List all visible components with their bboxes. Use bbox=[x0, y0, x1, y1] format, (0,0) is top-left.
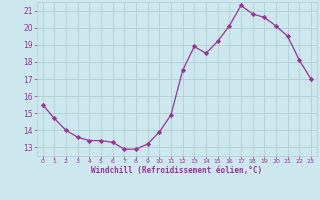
X-axis label: Windchill (Refroidissement éolien,°C): Windchill (Refroidissement éolien,°C) bbox=[91, 166, 262, 175]
